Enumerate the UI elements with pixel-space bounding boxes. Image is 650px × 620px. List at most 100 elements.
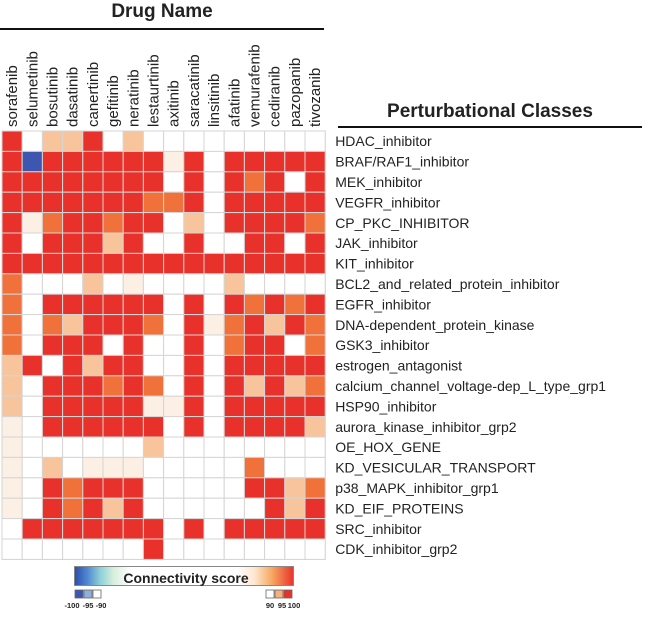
- heatmap-cell: [163, 456, 185, 479]
- heatmap-cell: [223, 538, 245, 560]
- row-label: BRAF/RAF1_inhibitor: [335, 154, 469, 170]
- heatmap-cell: [163, 375, 185, 397]
- heatmap-cell: [102, 477, 124, 499]
- heatmap-cell: [122, 497, 144, 520]
- heatmap-cell: [82, 395, 104, 418]
- heatmap-cell: [41, 538, 64, 560]
- heatmap-cell: [102, 416, 124, 438]
- row-label: CP_PKC_INHIBITOR: [335, 215, 469, 231]
- heatmap-cell: [41, 518, 64, 540]
- heatmap-cell: [41, 150, 64, 173]
- heatmap-cell: [102, 191, 124, 214]
- heatmap-cell: [183, 375, 205, 397]
- heatmap-cell: [223, 314, 245, 336]
- legend-tick-label: 90: [266, 601, 274, 610]
- heatmap-cell: [183, 150, 205, 173]
- heatmap-cell: [21, 334, 43, 356]
- heatmap-cell: [223, 518, 245, 540]
- heatmap-cell: [102, 273, 124, 295]
- heatmap-cell: [1, 293, 23, 316]
- heatmap-cell: [102, 171, 124, 193]
- heatmap-cell: [183, 191, 205, 214]
- heatmap-cell: [163, 354, 185, 377]
- heatmap-cell: [284, 191, 306, 214]
- heatmap-cell: [243, 497, 266, 520]
- heatmap-cell: [264, 273, 286, 295]
- heatmap-cell: [223, 130, 245, 152]
- heatmap-cell: [264, 436, 286, 458]
- column-label: gefitinib: [105, 75, 122, 127]
- heatmap-cell: [183, 395, 205, 418]
- heatmap-cell: [243, 293, 266, 316]
- heatmap-cell: [82, 191, 104, 214]
- heatmap-cell: [284, 293, 306, 316]
- heatmap-cell: [142, 416, 165, 438]
- heatmap-cell: [284, 150, 306, 173]
- heatmap-cell: [223, 436, 245, 458]
- heatmap-cell: [163, 212, 185, 234]
- heatmap-cell: [243, 232, 266, 254]
- heatmap-cell: [142, 191, 165, 214]
- heatmap-cell: [41, 252, 64, 275]
- heatmap-cell: [1, 456, 23, 479]
- heatmap-cell: [62, 314, 84, 336]
- heatmap-cell: [62, 436, 84, 458]
- heatmap-cell: [203, 375, 225, 397]
- heatmap-cell: [82, 232, 104, 254]
- heatmap-cell: [21, 314, 43, 336]
- row-label: MEK_inhibitor: [335, 174, 422, 190]
- heatmap-cell: [203, 191, 225, 214]
- heatmap-cell: [62, 518, 84, 540]
- heatmap-cell: [102, 518, 124, 540]
- heatmap-cell: [82, 273, 104, 295]
- heatmap-cell: [304, 436, 326, 458]
- heatmap-cell: [163, 293, 185, 316]
- heatmap-cell: [21, 232, 43, 254]
- row-label: HDAC_inhibitor: [335, 133, 432, 149]
- heatmap-cell: [102, 375, 124, 397]
- heatmap-cell: [142, 538, 165, 560]
- heatmap-cell: [102, 354, 124, 377]
- row-label: p38_MAPK_inhibitor_grp1: [335, 480, 499, 496]
- column-label: sorafenib: [4, 65, 21, 127]
- legend-tick-label: 95: [278, 601, 286, 610]
- heatmap-cell: [41, 191, 64, 214]
- row-label: DNA-dependent_protein_kinase: [335, 317, 534, 333]
- row-label: EGFR_inhibitor: [335, 296, 431, 312]
- heatmap-cell: [264, 212, 286, 234]
- heatmap-cell: [223, 497, 245, 520]
- heatmap-cell: [21, 518, 43, 540]
- heatmap-cell: [243, 130, 266, 152]
- heatmap-cell: [284, 395, 306, 418]
- heatmap-cell: [163, 497, 185, 520]
- heatmap-cell: [304, 354, 326, 377]
- heatmap-cell: [284, 130, 306, 152]
- heatmap-cell: [264, 191, 286, 214]
- heatmap-cell: [264, 232, 286, 254]
- heatmap-cell: [41, 375, 64, 397]
- row-labels: HDAC_inhibitor BRAF/RAF1_inhibitor MEK_inh…: [335, 133, 606, 557]
- heatmap-cell: [304, 191, 326, 214]
- heatmap-cell: [82, 518, 104, 540]
- row-label: estrogen_antagonist: [335, 358, 462, 374]
- heatmap-cell: [203, 314, 225, 336]
- heatmap-cell: [243, 456, 266, 479]
- column-label: cediranib: [267, 66, 284, 127]
- heatmap-cell: [223, 416, 245, 438]
- heatmap-cell: [223, 191, 245, 214]
- heatmap-cell: [223, 334, 245, 356]
- heatmap-cell: [82, 130, 104, 152]
- heatmap-cell: [264, 477, 286, 499]
- heatmap-cell: [183, 497, 205, 520]
- heatmap-cell: [62, 212, 84, 234]
- heatmap-cell: [203, 150, 225, 173]
- drug-title-rule: [0, 28, 324, 30]
- legend-title-box: [74, 566, 294, 586]
- heatmap-cell: [304, 232, 326, 254]
- heatmap-cell: [1, 436, 23, 458]
- row-label: calcium_channel_voltage-dep_L_type_grp1: [335, 378, 606, 394]
- heatmap-cell: [243, 375, 266, 397]
- heatmap-cell: [41, 477, 64, 499]
- class-title-rule: [338, 126, 642, 128]
- column-label: vemurafenib: [247, 44, 264, 127]
